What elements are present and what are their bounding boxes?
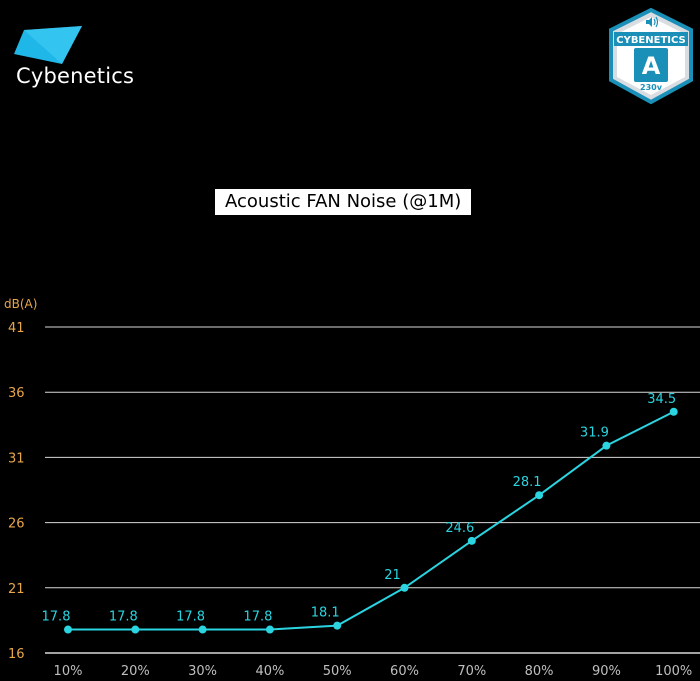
x-tick-label: 10% [54,664,83,679]
data-point [602,441,611,450]
x-tick-label: 80% [525,664,554,679]
x-tick-label: 100% [655,664,692,679]
data-label: 17.8 [243,610,272,625]
chart-title: Acoustic FAN Noise (@1M) [215,189,472,215]
data-point [333,621,342,630]
cybenetics-rating-badge-icon: CYBENETICS A 230v [609,8,693,104]
badge-grade: A [642,52,661,80]
data-point [467,536,476,545]
data-label: 31.9 [580,426,609,441]
y-tick-label: 36 [8,386,25,401]
y-tick-label: 21 [8,582,25,597]
data-point [64,625,72,634]
x-tick-label: 40% [255,664,284,679]
data-label: 18.1 [311,606,340,621]
x-tick-label: 60% [390,664,419,679]
cybenetics-logo-icon [14,26,82,64]
badge-voltage: 230v [640,83,663,92]
y-tick-label: 41 [8,321,25,336]
data-label: 24.6 [445,521,474,536]
brand-name: Cybenetics [16,64,135,88]
y-axis-label: dB(A) [4,297,37,311]
data-label: 34.5 [647,392,676,407]
data-label: 21 [384,568,401,583]
badge-top-text: CYBENETICS [616,35,686,46]
y-tick-label: 26 [8,517,25,532]
data-point [400,583,409,592]
x-tick-label: 20% [121,664,150,679]
data-point [131,625,140,634]
y-tick-label: 31 [8,451,25,466]
x-tick-label: 90% [592,664,621,679]
series-line [68,410,675,631]
data-label: 28.1 [513,475,542,490]
x-tick-label: 30% [188,664,217,679]
data-label: 17.8 [109,610,138,625]
speaker-icon [646,16,659,28]
data-label: 17.8 [42,610,71,625]
data-point [198,625,207,634]
x-tick-label: 50% [323,664,352,679]
data-label: 17.8 [176,610,205,625]
data-point [535,491,544,500]
y-tick-label: 16 [8,647,25,662]
x-tick-label: 70% [457,664,486,679]
data-point [265,625,274,634]
data-point [669,407,678,416]
